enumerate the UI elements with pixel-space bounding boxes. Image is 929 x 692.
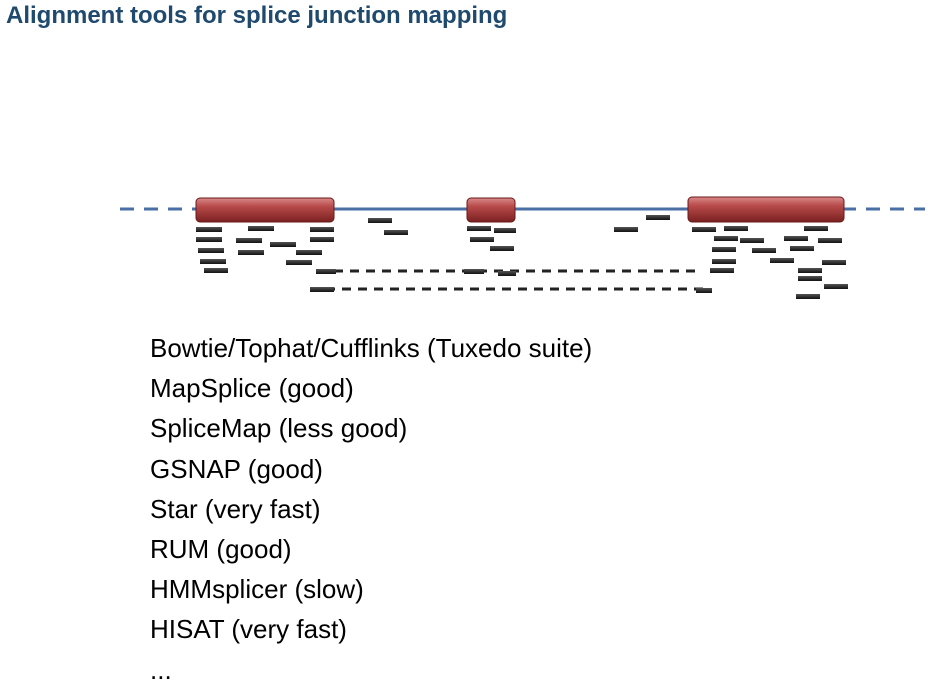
read xyxy=(236,238,262,243)
read xyxy=(740,238,764,243)
list-item: Star (very fast) xyxy=(150,493,321,524)
read xyxy=(470,237,494,242)
read xyxy=(796,294,820,299)
read xyxy=(822,260,846,265)
read xyxy=(798,276,822,281)
read xyxy=(494,228,516,233)
read xyxy=(286,260,312,265)
read xyxy=(692,227,716,232)
list-item: Bowtie/Tophat/Cufflinks (Tuxedo suite) xyxy=(150,333,593,363)
read xyxy=(770,258,794,263)
read xyxy=(804,226,828,231)
list-item: RUM (good) xyxy=(150,533,292,564)
list-item: SpliceMap (less good) xyxy=(150,413,408,444)
slide-title: Alignment tools for splice junction mapp… xyxy=(6,2,508,29)
read xyxy=(712,259,736,264)
read xyxy=(818,238,842,243)
read xyxy=(798,268,822,273)
exon-2 xyxy=(466,197,516,223)
tool-list: Bowtie/Tophat/Cufflinks (Tuxedo suite) M… xyxy=(150,330,592,692)
read xyxy=(310,227,334,232)
list-item: HMMsplicer (slow) xyxy=(150,574,364,605)
list-item: MapSplice (good) xyxy=(150,373,354,404)
read xyxy=(384,230,408,235)
read xyxy=(310,237,334,242)
read xyxy=(712,247,736,252)
read xyxy=(196,237,222,242)
read xyxy=(198,248,224,253)
read xyxy=(200,259,226,264)
mapped-reads xyxy=(196,215,848,299)
list-item: HISAT (very fast) xyxy=(150,614,347,645)
read xyxy=(238,250,264,255)
exon-3 xyxy=(687,196,845,223)
read xyxy=(724,226,748,231)
read xyxy=(296,250,322,255)
read xyxy=(646,215,670,220)
read xyxy=(270,242,296,247)
list-item: GSNAP (good) xyxy=(150,453,323,484)
read xyxy=(464,269,484,274)
gene-structure-diagram xyxy=(120,196,925,299)
read xyxy=(467,226,491,231)
read xyxy=(614,227,638,232)
read xyxy=(714,236,738,241)
read xyxy=(752,248,776,253)
read xyxy=(498,271,516,276)
read xyxy=(316,269,336,274)
read xyxy=(790,246,814,251)
read xyxy=(710,268,734,273)
read xyxy=(696,288,712,293)
read xyxy=(824,284,848,289)
read xyxy=(784,236,808,241)
read xyxy=(196,227,222,232)
read xyxy=(368,218,392,223)
read xyxy=(248,226,274,231)
read xyxy=(204,268,228,273)
exon-1 xyxy=(195,197,335,223)
list-item: ... xyxy=(150,654,172,685)
read xyxy=(310,287,334,292)
read xyxy=(490,246,514,251)
